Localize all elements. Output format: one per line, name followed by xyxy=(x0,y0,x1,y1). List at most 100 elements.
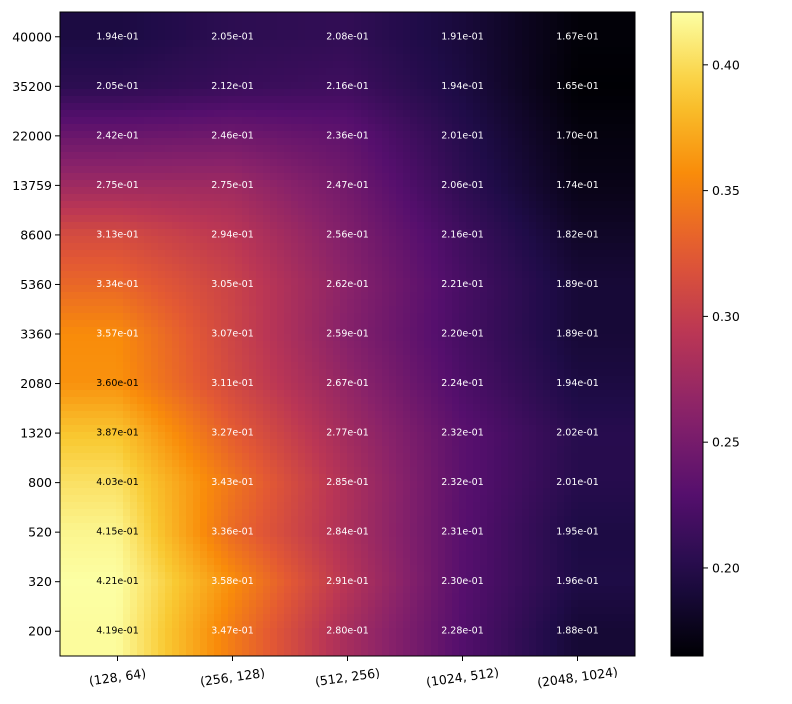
heatmap-smooth-tile xyxy=(249,257,257,265)
heatmap-smooth-tile xyxy=(627,201,635,209)
heatmap-smooth-tile xyxy=(501,75,509,83)
heatmap-smooth-tile xyxy=(95,194,103,202)
heatmap-smooth-tile xyxy=(627,292,635,300)
heatmap-smooth-tile xyxy=(599,110,607,118)
heatmap-smooth-tile xyxy=(137,278,145,286)
heatmap-smooth-tile xyxy=(151,215,159,223)
heatmap-smooth-tile xyxy=(263,306,271,314)
heatmap-smooth-tile xyxy=(536,40,544,48)
heatmap-smooth-tile xyxy=(284,61,292,69)
heatmap-smooth-tile xyxy=(326,341,334,349)
heatmap-smooth-tile xyxy=(564,145,572,153)
heatmap-smooth-tile xyxy=(130,54,138,62)
heatmap-smooth-tile xyxy=(452,313,460,321)
heatmap-smooth-tile xyxy=(494,250,502,258)
heatmap-smooth-tile xyxy=(298,187,306,195)
heatmap-smooth-tile xyxy=(144,348,152,356)
heatmap-smooth-tile xyxy=(438,278,446,286)
heatmap-smooth-tile xyxy=(550,40,558,48)
heatmap-smooth-tile xyxy=(585,194,593,202)
heatmap-smooth-tile xyxy=(613,173,621,181)
heatmap-smooth-tile xyxy=(228,61,236,69)
heatmap-smooth-tile xyxy=(606,33,614,41)
heatmap-smooth-tile xyxy=(347,348,355,356)
heatmap-smooth-tile xyxy=(445,264,453,272)
heatmap-smooth-tile xyxy=(620,124,628,132)
heatmap-smooth-tile xyxy=(130,75,138,83)
heatmap-smooth-tile xyxy=(109,306,117,314)
heatmap-smooth-tile xyxy=(165,369,173,377)
heatmap-smooth-tile xyxy=(501,215,509,223)
heatmap-smooth-tile xyxy=(382,47,390,55)
heatmap-smooth-tile xyxy=(137,19,145,27)
heatmap-smooth-tile xyxy=(200,425,208,433)
heatmap-smooth-tile xyxy=(123,278,131,286)
heatmap-smooth-tile xyxy=(459,236,467,244)
heatmap-smooth-tile xyxy=(340,131,348,139)
heatmap-smooth-tile xyxy=(319,334,327,342)
heatmap-smooth-tile xyxy=(165,89,173,97)
heatmap-smooth-tile xyxy=(529,194,537,202)
heatmap-smooth-tile xyxy=(221,362,229,370)
heatmap-smooth-tile xyxy=(298,271,306,279)
heatmap-smooth-tile xyxy=(263,89,271,97)
heatmap-smooth-tile xyxy=(606,96,614,104)
heatmap-smooth-tile xyxy=(445,12,453,20)
heatmap-smooth-tile xyxy=(487,166,495,174)
heatmap-smooth-tile xyxy=(340,348,348,356)
heatmap-smooth-tile xyxy=(424,138,432,146)
heatmap-smooth-tile xyxy=(354,369,362,377)
heatmap-smooth-tile xyxy=(291,271,299,279)
heatmap-smooth-tile xyxy=(123,425,131,433)
heatmap-smooth-tile xyxy=(410,264,418,272)
heatmap-smooth-tile xyxy=(578,33,586,41)
heatmap-smooth-tile xyxy=(403,138,411,146)
heatmap-smooth-tile xyxy=(543,243,551,251)
heatmap-smooth-tile xyxy=(473,250,481,258)
heatmap-smooth-tile xyxy=(326,327,334,335)
heatmap-smooth-tile xyxy=(571,313,579,321)
heatmap-smooth-tile xyxy=(319,12,327,20)
heatmap-smooth-tile xyxy=(459,103,467,111)
heatmap-smooth-tile xyxy=(508,292,516,300)
heatmap-smooth-tile xyxy=(424,355,432,363)
heatmap-smooth-tile xyxy=(263,355,271,363)
heatmap-smooth-tile xyxy=(501,285,509,293)
heatmap-smooth-tile xyxy=(326,68,334,76)
heatmap-smooth-tile xyxy=(536,271,544,279)
heatmap-smooth-tile xyxy=(445,348,453,356)
heatmap-smooth-tile xyxy=(228,159,236,167)
heatmap-smooth-tile xyxy=(312,362,320,370)
heatmap-smooth-tile xyxy=(627,229,635,237)
heatmap-smooth-tile xyxy=(235,264,243,272)
heatmap-smooth-tile xyxy=(305,383,313,391)
heatmap-smooth-tile xyxy=(60,383,68,391)
heatmap-smooth-tile xyxy=(81,215,89,223)
heatmap-smooth-tile xyxy=(613,19,621,27)
heatmap-smooth-tile xyxy=(592,208,600,216)
heatmap-smooth-tile xyxy=(543,285,551,293)
heatmap-smooth-tile xyxy=(389,131,397,139)
heatmap-smooth-tile xyxy=(424,250,432,258)
heatmap-smooth-tile xyxy=(88,222,96,230)
heatmap-smooth-tile xyxy=(585,369,593,377)
heatmap-smooth-tile xyxy=(571,110,579,118)
heatmap-smooth-tile xyxy=(592,355,600,363)
heatmap-smooth-tile xyxy=(60,327,68,335)
heatmap-smooth-tile xyxy=(620,110,628,118)
heatmap-smooth-tile xyxy=(298,33,306,41)
heatmap-smooth-tile xyxy=(473,26,481,34)
heatmap-smooth-tile xyxy=(501,334,509,342)
heatmap-smooth-tile xyxy=(172,250,180,258)
heatmap-smooth-tile xyxy=(354,327,362,335)
heatmap-smooth-tile xyxy=(473,145,481,153)
heatmap-smooth-tile xyxy=(74,257,82,265)
heatmap-smooth-tile xyxy=(88,369,96,377)
heatmap-smooth-tile xyxy=(277,390,285,398)
heatmap-smooth-tile xyxy=(501,306,509,314)
heatmap-smooth-tile xyxy=(347,47,355,55)
heatmap-smooth-tile xyxy=(487,96,495,104)
heatmap-smooth-tile xyxy=(599,208,607,216)
heatmap-smooth-tile xyxy=(438,383,446,391)
heatmap-smooth-tile xyxy=(242,47,250,55)
